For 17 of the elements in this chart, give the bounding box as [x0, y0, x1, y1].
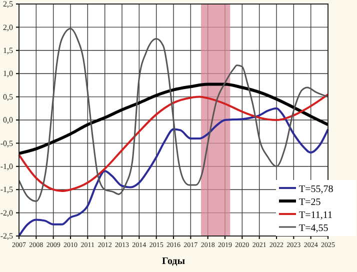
legend-label: T=55,78: [299, 184, 334, 195]
legend-label: T=11,11: [299, 210, 333, 221]
line-series: [18, 82, 330, 155]
y-tick-label: 1,0: [3, 69, 13, 78]
y-tick-label: 0,5: [3, 92, 13, 102]
legend-label: T=4,55: [299, 223, 328, 234]
y-tick-label: 0,0: [3, 116, 13, 125]
x-axis-title: Годы: [162, 256, 186, 267]
y-tick-label: -2,5: [0, 232, 13, 241]
legend-label: T=25: [299, 197, 321, 208]
y-tick-label: -1,5: [0, 185, 13, 194]
y-tick-label: -1,0: [0, 162, 13, 171]
y-tick-label: 2,5: [3, 0, 13, 9]
y-tick-label: 2,0: [3, 22, 13, 32]
y-tick-label: 1,5: [3, 46, 13, 55]
y-tick-label: -0,5: [0, 138, 13, 148]
y-tick-label: -2,0: [0, 208, 13, 218]
